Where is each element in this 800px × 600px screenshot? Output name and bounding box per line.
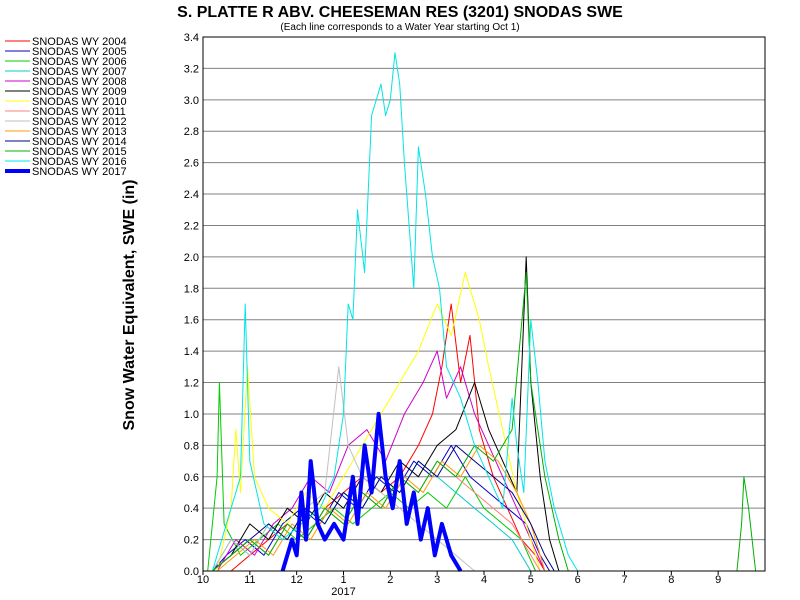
legend-entry: SNODAS WY 2015 [32, 146, 127, 158]
y-tick-label: 3.4 [184, 32, 199, 44]
y-tick-label: 3.2 [184, 63, 199, 75]
chart-title: S. PLATTE R ABV. CHEESEMAN RES (3201) SN… [177, 4, 623, 21]
legend-entry: SNODAS WY 2005 [32, 46, 127, 58]
x-year-label: 2017 [331, 586, 355, 598]
series-line [212, 303, 546, 572]
x-tick-label: 2 [387, 574, 393, 586]
y-tick-label: 0.4 [184, 503, 199, 515]
legend-entry: SNODAS WY 2013 [32, 126, 127, 138]
chart-subtitle: (Each line corresponds to a Water Year s… [280, 22, 519, 33]
x-tick-label: 9 [715, 574, 721, 586]
legend-entry: SNODAS WY 2017 [32, 166, 127, 178]
series-lines [207, 52, 757, 573]
y-tick-label: 0.6 [184, 472, 199, 484]
x-tick-label: 12 [291, 574, 303, 586]
x-tick-label: 7 [621, 574, 627, 586]
y-tick-label: 2.2 [184, 220, 199, 232]
y-tick-label: 2.8 [184, 126, 199, 138]
legend-entry: SNODAS WY 2010 [32, 96, 127, 108]
y-tick-label: 0.2 [184, 535, 199, 547]
legend-entry: SNODAS WY 2016 [32, 156, 127, 168]
x-tick-label: 5 [528, 574, 534, 586]
series-line [212, 444, 555, 572]
legend-entry: SNODAS WY 2008 [32, 76, 127, 88]
y-tick-label: 1.4 [184, 346, 199, 358]
series-line [216, 444, 546, 572]
x-tick-label: 8 [668, 574, 674, 586]
y-tick-label: 3.0 [184, 95, 199, 107]
y-tick-labels: 0.0 0.2 0.4 0.6 0.8 1.0 1.2 1.4 1.6 1.8 2.0 2.2 2.4 2… [184, 32, 199, 578]
x-tick-label: 10 [197, 574, 209, 586]
series-line [207, 382, 536, 572]
x-tick-label: 4 [481, 574, 487, 586]
x-tick-label: 3 [434, 574, 440, 586]
series-line [211, 52, 579, 572]
y-tick-label: 2.0 [184, 252, 199, 264]
y-tick-label: 2.4 [184, 189, 199, 201]
y-tick-label: 1.0 [184, 409, 199, 421]
y-tick-label: 2.6 [184, 158, 199, 170]
legend-entry: SNODAS WY 2011 [32, 106, 126, 118]
legend-entry: SNODAS WY 2006 [32, 56, 127, 68]
y-tick-label: 1.6 [184, 315, 199, 327]
legend-entry: SNODAS WY 2014 [32, 136, 127, 148]
series-line [216, 272, 541, 572]
x-tick-label: 1 [340, 574, 346, 586]
legend-entry: SNODAS WY 2012 [32, 116, 127, 128]
legend-entry: SNODAS WY 2007 [32, 66, 127, 78]
legend-entry: SNODAS WY 2009 [32, 86, 127, 98]
x-tick-label: 11 [244, 574, 255, 586]
x-tick-label: 6 [575, 574, 581, 586]
y-tick-label: 0.0 [184, 566, 199, 578]
series-line [216, 350, 546, 572]
y-tick-label: 1.8 [184, 283, 199, 295]
y-tick-label: 1.2 [184, 378, 199, 390]
series-line [280, 411, 463, 573]
y-tick-label: 0.8 [184, 440, 199, 452]
y-axis-label: Snow Water Equivalent, SWE (in) [121, 180, 138, 431]
legend-entry: SNODAS WY 2004 [32, 36, 127, 48]
